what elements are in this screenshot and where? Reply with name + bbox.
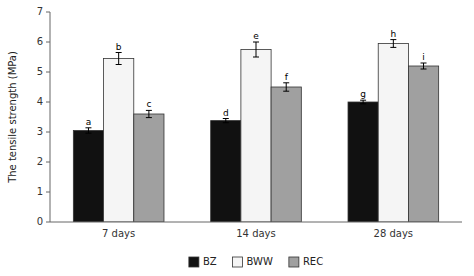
bar: [73, 131, 103, 223]
error-cap: [390, 39, 396, 40]
error-bar: [360, 100, 366, 104]
bar: [378, 44, 408, 223]
bar: [241, 50, 271, 223]
legend-label: REC: [303, 256, 323, 267]
legend-swatch: [189, 257, 199, 267]
bar-annotations: a d g b e h c f i: [86, 29, 425, 127]
error-cap: [421, 63, 427, 64]
x-tick-label: 28 days: [374, 228, 414, 239]
bars: [73, 40, 438, 222]
chart: 0 1 2 3 4 5 6 7 The tensile strength (MPa) a d g b e h…: [0, 0, 474, 276]
y-tick: [46, 132, 50, 133]
y-tick: [46, 72, 50, 73]
error-stem: [286, 83, 287, 91]
y-tick-label: 7: [37, 6, 43, 17]
error-cap: [360, 100, 366, 101]
error-stem: [423, 63, 424, 69]
error-cap: [223, 122, 229, 123]
error-cap: [390, 47, 396, 48]
bar-annotation: b: [116, 42, 122, 52]
y-axis: 0 1 2 3 4 5 6 7: [37, 6, 50, 227]
error-bar: [85, 128, 91, 133]
y-tick-label: 6: [37, 36, 43, 47]
y-tick-label: 4: [37, 96, 43, 107]
error-bar: [223, 119, 229, 123]
y-tick: [46, 42, 50, 43]
bar: [134, 114, 164, 222]
y-tick-label: 5: [37, 66, 43, 77]
error-cap: [253, 57, 259, 58]
y-axis-line: [50, 12, 51, 222]
bar: [408, 66, 438, 222]
legend-item: BWW: [233, 256, 273, 267]
y-tick: [46, 162, 50, 163]
error-cap: [146, 110, 152, 111]
bar: [348, 102, 378, 222]
bar-annotation: a: [86, 117, 92, 127]
legend-swatch: [289, 257, 299, 267]
error-cap: [85, 127, 91, 128]
error-cap: [283, 91, 289, 92]
error-cap: [223, 118, 229, 119]
error-stem: [148, 110, 149, 117]
error-cap: [116, 64, 122, 65]
bar-annotation: f: [285, 72, 289, 82]
bar-annotation: g: [360, 89, 366, 99]
y-axis-label: The tensile strength (MPa): [7, 51, 18, 184]
error-stem: [88, 128, 89, 133]
legend-label: BZ: [203, 256, 217, 267]
legend-item: BZ: [189, 256, 217, 267]
y-tick: [46, 102, 50, 103]
y-tick: [46, 192, 50, 193]
error-cap: [116, 52, 122, 53]
error-cap: [85, 133, 91, 134]
bar-annotation: d: [223, 108, 229, 118]
y-tick-label: 1: [37, 186, 43, 197]
error-cap: [253, 42, 259, 43]
error-stem: [256, 42, 257, 57]
error-cap: [360, 103, 366, 104]
error-bar: [253, 42, 259, 57]
x-tick-label: 7 days: [102, 228, 135, 239]
legend-item: REC: [289, 256, 323, 267]
y-tick: [46, 222, 50, 223]
y-tick-label: 3: [37, 126, 43, 137]
x-tick-label: 14 days: [236, 228, 276, 239]
legend: BZ BWW REC: [189, 256, 323, 267]
y-tick-label: 0: [37, 216, 43, 227]
x-axis-line: [50, 222, 462, 223]
error-cap: [283, 82, 289, 83]
bar: [271, 87, 301, 222]
x-axis: 7 days 14 days 28 days: [50, 222, 462, 239]
error-cap: [421, 69, 427, 70]
error-bar: [283, 83, 289, 91]
error-bar: [146, 110, 152, 117]
error-stem: [363, 100, 364, 104]
error-stem: [118, 53, 119, 65]
error-bar: [421, 63, 427, 69]
bar-annotation: c: [146, 99, 151, 109]
bar-annotation: i: [422, 52, 425, 62]
y-tick-label: 2: [37, 156, 43, 167]
legend-label: BWW: [247, 256, 273, 267]
error-stem: [393, 40, 394, 48]
bar-annotation: e: [253, 31, 259, 41]
y-tick: [46, 12, 50, 13]
bar: [211, 121, 241, 222]
error-cap: [146, 117, 152, 118]
error-bar: [116, 53, 122, 65]
error-bar: [390, 40, 396, 48]
bar-annotation: h: [390, 29, 396, 39]
bar: [104, 59, 134, 223]
legend-swatch: [233, 257, 243, 267]
error-stem: [225, 119, 226, 123]
